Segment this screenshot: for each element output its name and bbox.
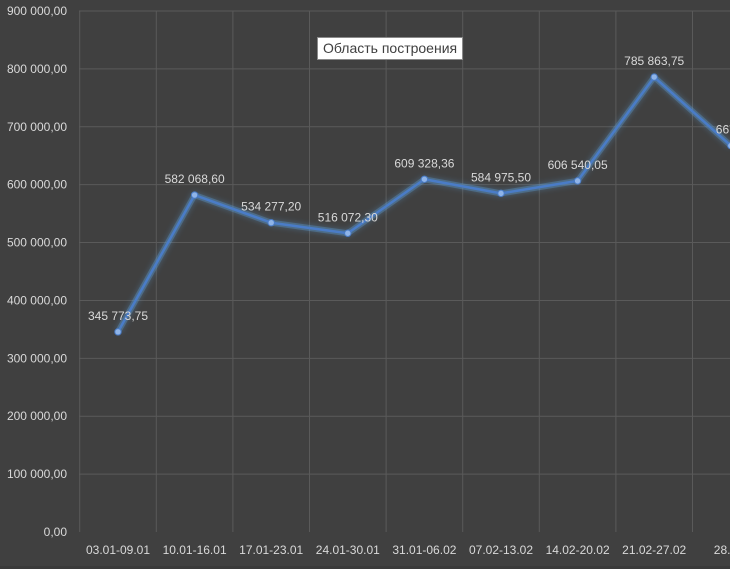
- y-tick-label-9: 900 000,00: [7, 4, 67, 18]
- data-point-8: [727, 142, 730, 150]
- y-tick-label-0: 0,00: [44, 525, 68, 539]
- y-tick-label-8: 800 000,00: [7, 62, 67, 76]
- y-tick-label-5: 500 000,00: [7, 236, 67, 250]
- data-point-1: [190, 191, 199, 199]
- data-point-0: [114, 328, 122, 336]
- y-tick-label-3: 300 000,00: [7, 351, 67, 365]
- x-tick-label-0: 03.01-09.01: [86, 543, 150, 557]
- x-tick-label-6: 14.02-20.02: [546, 543, 610, 557]
- x-tick-label-5: 07.02-13.02: [469, 543, 533, 557]
- data-point-4: [420, 175, 429, 183]
- x-tick-label-7: 21.02-27.02: [622, 543, 686, 557]
- x-tick-label-3: 24.01-30.01: [316, 543, 380, 557]
- data-label-6: 606 540,05: [548, 158, 608, 172]
- series-line: [114, 73, 730, 336]
- y-tick-label-7: 700 000,00: [7, 120, 67, 134]
- y-tick-label-1: 100 000,00: [7, 467, 67, 481]
- y-tick-label-2: 200 000,00: [7, 409, 67, 423]
- y-tick-label-4: 400 000,00: [7, 293, 67, 307]
- y-axis-tick-labels: 0,00 100 000,00 200 000,00 300 000,00 400 00…: [7, 4, 67, 539]
- data-label-7: 785 863,75: [624, 54, 684, 68]
- series-line-0: [116, 75, 730, 333]
- data-label-4: 609 328,36: [394, 156, 454, 170]
- data-label-8: 667 4: [716, 123, 730, 137]
- data-point-7: [650, 73, 658, 81]
- series-glow-0: [115, 74, 730, 334]
- data-label-2: 534 277,20: [241, 200, 301, 214]
- data-labels: 345 773,75 582 068,60 534 277,20 516 072,30…: [88, 54, 730, 323]
- x-tick-label-8: 28.02-: [714, 543, 730, 557]
- bottom-border: [0, 566, 730, 569]
- data-point-6: [573, 177, 582, 185]
- y-tick-label-6: 600 000,00: [7, 178, 67, 192]
- x-tick-label-4: 31.01-06.02: [392, 543, 456, 557]
- x-tick-label-2: 17.01-23.01: [239, 543, 303, 557]
- data-label-1: 582 068,60: [165, 172, 225, 186]
- data-point-5: [497, 189, 505, 198]
- x-axis-tick-labels: 03.01-09.01 10.01-16.01 17.01-23.01 24.01-3…: [86, 543, 730, 557]
- data-label-5: 584 975,50: [471, 170, 531, 184]
- plot-area-tooltip: Область построения: [317, 37, 464, 60]
- x-tick-label-1: 10.01-16.01: [163, 543, 227, 557]
- data-label-0: 345 773,75: [88, 309, 148, 323]
- gridlines: [79, 10, 730, 532]
- data-label-3: 516 072,30: [318, 210, 378, 224]
- data-point-2: [267, 219, 275, 227]
- data-point-3: [344, 229, 352, 237]
